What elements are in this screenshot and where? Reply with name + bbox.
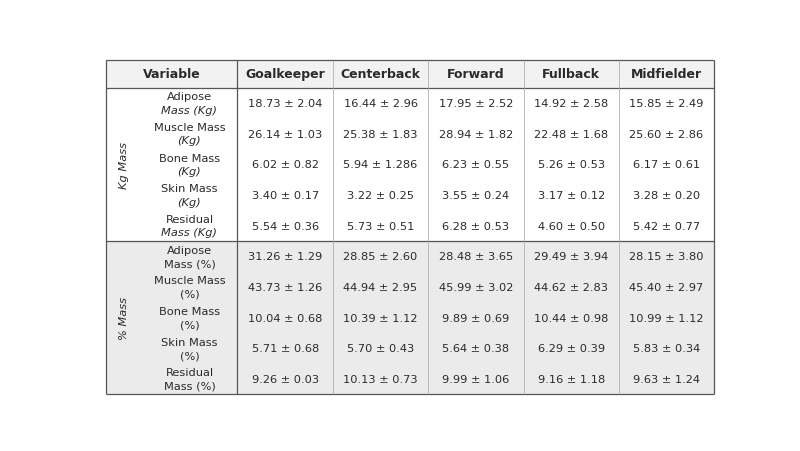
Text: 15.85 ± 2.49: 15.85 ± 2.49 [630, 99, 703, 109]
Text: 44.94 ± 2.95: 44.94 ± 2.95 [343, 282, 418, 292]
Text: 3.55 ± 0.24: 3.55 ± 0.24 [442, 190, 510, 201]
Text: 26.14 ± 1.03: 26.14 ± 1.03 [248, 129, 322, 139]
Text: 6.29 ± 0.39: 6.29 ± 0.39 [538, 344, 605, 354]
Bar [106, 88, 714, 241]
Text: 9.99 ± 1.06: 9.99 ± 1.06 [442, 374, 510, 384]
Text: 5.83 ± 0.34: 5.83 ± 0.34 [633, 344, 700, 354]
Text: Bone Mass: Bone Mass [159, 153, 220, 163]
Text: Muscle Mass: Muscle Mass [154, 123, 226, 133]
Text: 18.73 ± 2.04: 18.73 ± 2.04 [248, 99, 322, 109]
Bar [106, 61, 714, 88]
Text: Adipose: Adipose [167, 92, 212, 102]
Bar [106, 241, 714, 395]
Text: 4.60 ± 0.50: 4.60 ± 0.50 [538, 221, 605, 231]
Text: 17.95 ± 2.52: 17.95 ± 2.52 [438, 99, 513, 109]
Text: 5.42 ± 0.77: 5.42 ± 0.77 [633, 221, 700, 231]
Text: Goalkeeper: Goalkeeper [246, 68, 325, 81]
Text: 3.40 ± 0.17: 3.40 ± 0.17 [251, 190, 318, 201]
Text: 9.63 ± 1.24: 9.63 ± 1.24 [633, 374, 700, 384]
Text: (Kg): (Kg) [178, 136, 202, 146]
Text: 10.13 ± 0.73: 10.13 ± 0.73 [343, 374, 418, 384]
Text: 16.44 ± 2.96: 16.44 ± 2.96 [343, 99, 418, 109]
Text: Mass (%): Mass (%) [163, 381, 215, 391]
Text: 6.23 ± 0.55: 6.23 ± 0.55 [442, 160, 510, 170]
Text: 10.04 ± 0.68: 10.04 ± 0.68 [248, 313, 322, 323]
Text: Variable: Variable [143, 68, 201, 81]
Text: 45.99 ± 3.02: 45.99 ± 3.02 [438, 282, 513, 292]
Text: 3.22 ± 0.25: 3.22 ± 0.25 [347, 190, 414, 201]
Text: 25.60 ± 2.86: 25.60 ± 2.86 [630, 129, 703, 139]
Text: 5.71 ± 0.68: 5.71 ± 0.68 [251, 344, 318, 354]
Text: 9.89 ± 0.69: 9.89 ± 0.69 [442, 313, 510, 323]
Text: 44.62 ± 2.83: 44.62 ± 2.83 [534, 282, 608, 292]
Text: 5.73 ± 0.51: 5.73 ± 0.51 [347, 221, 414, 231]
Text: 10.99 ± 1.12: 10.99 ± 1.12 [629, 313, 704, 323]
Text: Skin Mass: Skin Mass [161, 184, 218, 194]
Text: 3.17 ± 0.12: 3.17 ± 0.12 [538, 190, 605, 201]
Text: 29.49 ± 3.94: 29.49 ± 3.94 [534, 252, 609, 262]
Text: % Mass: % Mass [119, 296, 129, 340]
Text: Residual: Residual [166, 368, 214, 377]
Text: 6.17 ± 0.61: 6.17 ± 0.61 [633, 160, 700, 170]
Text: Midfielder: Midfielder [631, 68, 702, 81]
Text: 31.26 ± 1.29: 31.26 ± 1.29 [248, 252, 322, 262]
Text: 10.39 ± 1.12: 10.39 ± 1.12 [343, 313, 418, 323]
Text: 3.28 ± 0.20: 3.28 ± 0.20 [633, 190, 700, 201]
Text: 22.48 ± 1.68: 22.48 ± 1.68 [534, 129, 608, 139]
Text: 6.02 ± 0.82: 6.02 ± 0.82 [252, 160, 318, 170]
Text: 6.28 ± 0.53: 6.28 ± 0.53 [442, 221, 510, 231]
Text: Muscle Mass: Muscle Mass [154, 276, 226, 285]
Text: Residual: Residual [166, 214, 214, 225]
Text: Fullback: Fullback [542, 68, 600, 81]
Text: 5.26 ± 0.53: 5.26 ± 0.53 [538, 160, 605, 170]
Text: Adipose: Adipose [167, 245, 212, 255]
Text: (%): (%) [180, 289, 199, 299]
Text: 9.26 ± 0.03: 9.26 ± 0.03 [251, 374, 318, 384]
Text: Mass (%): Mass (%) [163, 258, 215, 268]
Text: 14.92 ± 2.58: 14.92 ± 2.58 [534, 99, 609, 109]
Text: (%): (%) [180, 350, 199, 360]
Text: 25.38 ± 1.83: 25.38 ± 1.83 [343, 129, 418, 139]
Text: 28.48 ± 3.65: 28.48 ± 3.65 [438, 252, 513, 262]
Text: 28.94 ± 1.82: 28.94 ± 1.82 [438, 129, 513, 139]
Text: Mass (Kg): Mass (Kg) [162, 106, 218, 115]
Text: 9.16 ± 1.18: 9.16 ± 1.18 [538, 374, 605, 384]
Text: (Kg): (Kg) [178, 197, 202, 207]
Text: (%): (%) [180, 320, 199, 330]
Text: Centerback: Centerback [341, 68, 421, 81]
Text: 28.15 ± 3.80: 28.15 ± 3.80 [629, 252, 704, 262]
Text: 43.73 ± 1.26: 43.73 ± 1.26 [248, 282, 322, 292]
Text: 5.54 ± 0.36: 5.54 ± 0.36 [251, 221, 318, 231]
Text: 5.94 ± 1.286: 5.94 ± 1.286 [343, 160, 418, 170]
Text: 5.70 ± 0.43: 5.70 ± 0.43 [347, 344, 414, 354]
Text: 10.44 ± 0.98: 10.44 ± 0.98 [534, 313, 609, 323]
Text: Bone Mass: Bone Mass [159, 306, 220, 316]
Text: (Kg): (Kg) [178, 167, 202, 177]
Text: Skin Mass: Skin Mass [161, 337, 218, 347]
Text: Kg Mass: Kg Mass [119, 142, 129, 189]
Text: Forward: Forward [447, 68, 505, 81]
Text: 5.64 ± 0.38: 5.64 ± 0.38 [442, 344, 510, 354]
Text: 28.85 ± 2.60: 28.85 ± 2.60 [343, 252, 418, 262]
Text: 45.40 ± 2.97: 45.40 ± 2.97 [630, 282, 703, 292]
Text: Mass (Kg): Mass (Kg) [162, 228, 218, 238]
